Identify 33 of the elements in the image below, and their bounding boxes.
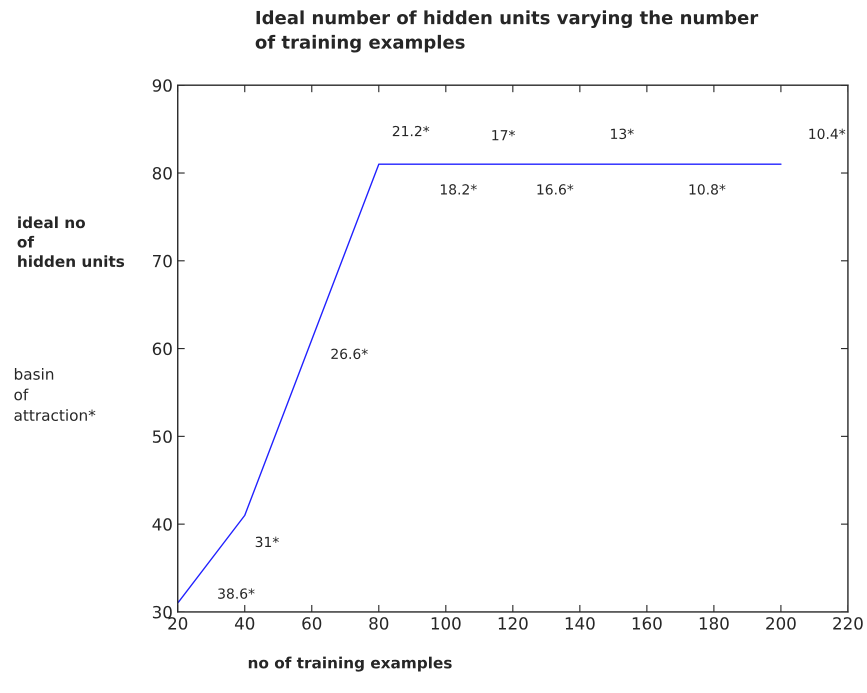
y-tick-label: 70	[153, 254, 172, 268]
x-axis-title: no of training examples	[248, 656, 452, 672]
x-tick-label: 80	[369, 617, 388, 630]
annotation: 17*	[492, 130, 515, 140]
x-tick-label: 60	[302, 617, 322, 630]
y-axis-title: ideal no of hidden units	[18, 216, 124, 268]
annotation: 21.2*	[392, 126, 430, 136]
annotation: 13*	[611, 128, 634, 140]
y-tick-label: 90	[152, 79, 172, 92]
annotation: 18.2*	[440, 184, 477, 195]
x-tick-label: 200	[766, 617, 796, 630]
line-series	[178, 164, 782, 604]
annotation: 10.4*	[809, 128, 846, 140]
y-tick-label: 40	[152, 518, 172, 531]
annotation: 31*	[256, 536, 279, 548]
y-tick-label: 60	[152, 342, 172, 356]
annotation: 10.8*	[690, 184, 726, 195]
x-tick-label: 20	[168, 617, 188, 630]
x-tick-label: 140	[566, 617, 595, 630]
x-tick-label: 100	[432, 617, 461, 630]
y-tick-label: 80	[152, 166, 172, 180]
annotation: 16.6*	[537, 184, 574, 195]
annotation: 26.6*	[331, 348, 368, 360]
x-tick-label: 180	[700, 617, 729, 630]
y-tick-label: 50	[152, 430, 172, 443]
x-tick-label: 40	[234, 617, 254, 630]
text: basin of attraction*	[14, 368, 96, 422]
y-tick-label: 30	[152, 606, 172, 618]
x-tick-label: 220	[833, 617, 863, 630]
x-tick-label: 120	[498, 617, 528, 630]
annotation: 38.6*	[218, 588, 255, 599]
x-tick-label: 160	[632, 617, 662, 630]
chart-title: Ideal number of hidden units varying the number of training examples	[256, 10, 758, 52]
